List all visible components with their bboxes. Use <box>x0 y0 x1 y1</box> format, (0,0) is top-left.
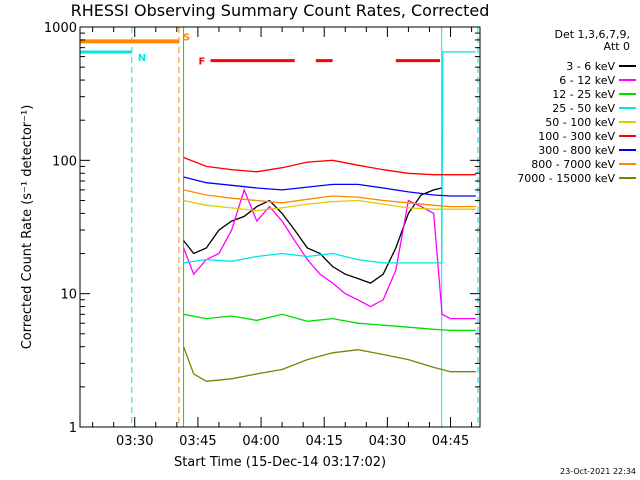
x-tick-label: 03:45 <box>179 434 216 449</box>
legend-entry-label: 300 - 800 keV <box>538 144 615 157</box>
series-line-6 <box>183 176 476 197</box>
plot-area: S N F <box>80 27 479 427</box>
flare-label: F <box>199 57 206 68</box>
series-line-8 <box>182 346 476 382</box>
x-axis-label: Start Time (15-Dec-14 03:17:02) <box>174 455 386 470</box>
legend-entry-label: 100 - 300 keV <box>538 130 615 143</box>
legend-entry-label: 25 - 50 keV <box>552 102 615 115</box>
legend-header: Det 1,3,6,7,9, <box>554 28 630 41</box>
series-line-0 <box>183 187 442 284</box>
x-tick-label: 04:15 <box>305 434 342 449</box>
saa-label: S <box>183 32 190 43</box>
y-axis-label: Corrected Count Rate (s⁻¹ detector⁻¹) <box>20 105 35 350</box>
chart-title: RHESSI Observing Summary Count Rates, Co… <box>71 1 490 20</box>
series-line-7 <box>183 189 476 208</box>
series-line-1 <box>182 187 476 320</box>
x-tick-label: 03:30 <box>116 434 153 449</box>
legend-entry-label: 7000 - 15000 keV <box>517 172 615 185</box>
legend-entry-label: 6 - 12 keV <box>559 74 615 87</box>
x-tick-label: 04:30 <box>369 434 406 449</box>
legend-entry-label: 3 - 6 keV <box>566 60 615 73</box>
legend-header: Att 0 <box>604 40 630 53</box>
axes: 1 10 100 1000 03:30 03:45 04:00 04:15 04:30 04:45 <box>44 21 480 449</box>
plot-timestamp: 23-Oct-2021 22:34 <box>560 467 636 476</box>
night-label: N <box>138 53 146 64</box>
series-line-2 <box>183 313 476 332</box>
series-line-5 <box>183 156 476 176</box>
legend-entry-label: 50 - 100 keV <box>545 116 615 129</box>
series-line-4 <box>183 199 476 212</box>
x-tick-label: 04:45 <box>432 434 469 449</box>
series-line-3 <box>183 51 476 264</box>
plot-frame <box>79 26 481 428</box>
y-tick-label: 1 <box>69 421 77 436</box>
y-tick-label: 10 <box>60 288 77 303</box>
legend-entry-label: 12 - 25 keV <box>552 88 615 101</box>
y-tick-label: 100 <box>52 154 77 169</box>
y-tick-label: 1000 <box>44 21 77 36</box>
legend-entry-label: 800 - 7000 keV <box>531 158 615 171</box>
x-tick-label: 04:00 <box>242 434 279 449</box>
